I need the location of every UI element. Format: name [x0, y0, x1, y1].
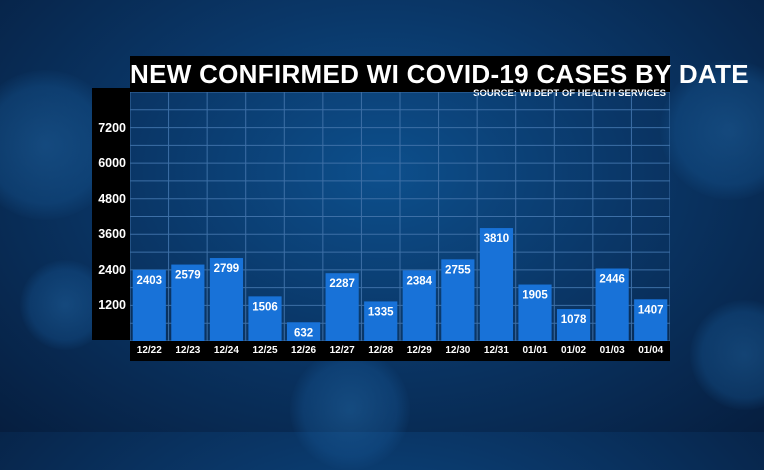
bar-value-label: 1335	[368, 306, 394, 318]
bar-value-label: 2384	[406, 275, 432, 287]
bar-value-label: 1905	[522, 290, 548, 302]
x-tick-label: 12/30	[445, 345, 471, 356]
chart-title: NEW CONFIRMED WI COVID-19 CASES BY DATE	[130, 56, 749, 92]
bar-value-label: 2287	[329, 278, 355, 290]
x-tick-label: 01/03	[599, 345, 625, 356]
bar-12/26	[286, 322, 321, 341]
bar-01/01	[518, 284, 552, 341]
bar-value-label: 2579	[175, 270, 201, 282]
bar-value-label: 2403	[136, 275, 162, 287]
bar-12/23	[171, 264, 205, 341]
bar-01/03	[595, 268, 629, 341]
bar-01/02	[556, 309, 591, 341]
x-tick-label: 12/28	[368, 345, 394, 356]
x-tick-label: 12/29	[406, 345, 432, 356]
bar-12/29	[402, 270, 436, 341]
x-tick-label: 12/23	[175, 345, 201, 356]
virus-background-graphic	[290, 350, 410, 470]
y-axis: 1200 2400 3600 4800 6000 7200	[92, 88, 130, 340]
y-tick-label: 2400	[98, 262, 126, 277]
y-tick-label: 6000	[98, 156, 126, 171]
y-tick-label: 1200	[98, 298, 126, 313]
x-tick-label: 12/27	[329, 345, 355, 356]
bar-12/31	[479, 228, 514, 341]
x-tick-label: 01/02	[561, 345, 587, 356]
virus-background-graphic	[660, 60, 764, 200]
x-tick-label: 12/25	[252, 345, 278, 356]
bar-12/22	[132, 269, 166, 341]
bar-value-label: 1407	[638, 304, 664, 316]
x-tick-label: 12/31	[483, 345, 509, 356]
virus-background-graphic	[690, 300, 764, 410]
x-tick-label: 12/22	[136, 345, 162, 356]
x-tick-label: 01/04	[638, 345, 664, 356]
bar-value-label: 632	[294, 327, 313, 339]
bar-value-label: 1506	[252, 301, 278, 313]
bar-chart: 2403 2579 2799 1506 632 2287 1335 2384 2755 3810 1…	[130, 92, 670, 341]
x-tick-label: 12/26	[291, 345, 317, 356]
bar-12/27	[325, 273, 359, 341]
y-tick-label: 4800	[98, 191, 126, 206]
chart-source: SOURCE: WI DEPT OF HEALTH SERVICES	[473, 88, 666, 99]
y-tick-label: 3600	[98, 227, 126, 242]
bar-value-label: 2755	[445, 264, 471, 276]
x-tick-label: 12/24	[213, 345, 239, 356]
y-tick-label: 7200	[98, 120, 126, 135]
bar-value-label: 1078	[561, 314, 587, 326]
plot-area: 2403 2579 2799 1506 632 2287 1335 2384 2755 3810 1…	[130, 92, 670, 341]
bar-12/30	[441, 259, 475, 341]
bar-value-label: 2446	[599, 273, 625, 285]
bar-value-label: 3810	[484, 233, 510, 245]
x-tick-label: 01/01	[522, 345, 548, 356]
bar-12/24	[209, 258, 244, 341]
bar-value-label: 2799	[214, 263, 240, 275]
x-axis: 12/22 12/23 12/24 12/25 12/26 12/27 12/28 12/29…	[130, 341, 670, 361]
bar-12/25	[248, 296, 282, 341]
bar-01/04	[634, 299, 668, 341]
bar-12/28	[364, 301, 398, 341]
